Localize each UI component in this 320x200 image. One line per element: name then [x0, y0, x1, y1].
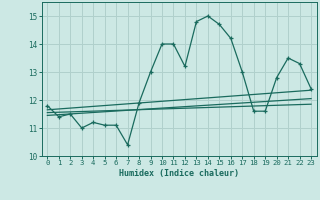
X-axis label: Humidex (Indice chaleur): Humidex (Indice chaleur): [119, 169, 239, 178]
